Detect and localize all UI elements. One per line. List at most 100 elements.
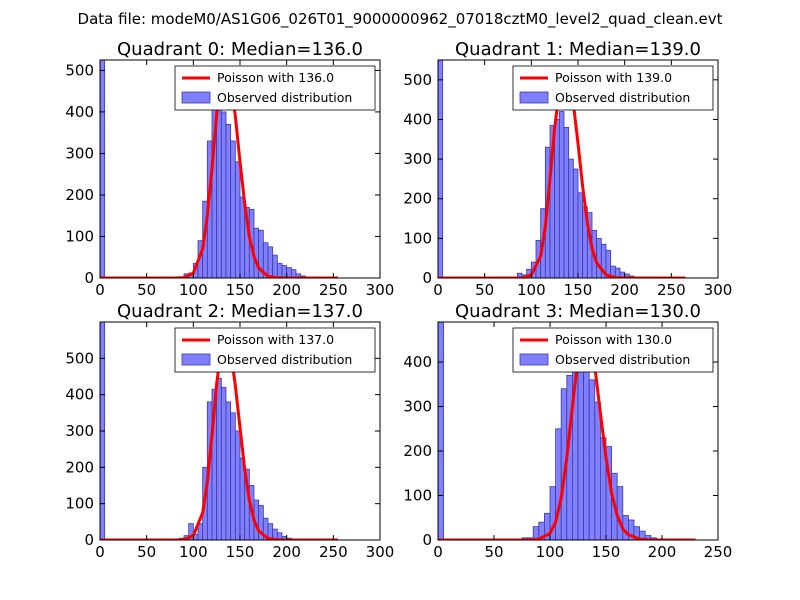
legend: Poisson with 139.0 Observed distribution [512,65,714,111]
y-tick-label: 200 [65,186,94,204]
x-tick-label: 100 [517,281,546,299]
x-tick-label: 200 [610,281,639,299]
legend-observed-swatch [519,91,549,104]
y-tick-label: 200 [65,458,94,476]
x-tick-label: 150 [226,543,255,561]
histogram-bar [577,192,584,278]
x-tick-label: 100 [179,281,208,299]
x-tick-label: 0 [95,543,105,561]
histogram-bar-zero-bin [438,322,444,540]
panel-title: Quadrant 2: Median=137.0 [117,301,363,322]
y-tick-label: 100 [403,487,432,505]
y-tick-label: 500 [403,71,432,89]
histogram-bar [216,103,222,278]
histogram-bar [568,158,574,278]
legend-observed-label: Observed distribution [217,352,352,367]
legend-poisson-label: Poisson with 139.0 [555,70,672,85]
legend-poisson-label: Poisson with 137.0 [217,332,334,347]
histogram-bar [554,119,560,278]
axes-frame [437,321,719,541]
y-tick-label: 100 [65,495,94,513]
y-tick-label: 300 [403,398,432,416]
x-tick-label: 200 [272,281,301,299]
histogram-bar [596,237,602,278]
x-tick-label: 150 [564,281,593,299]
legend-observed-swatch [181,353,211,366]
histogram-bar-zero-bin [438,60,444,278]
legend-observed-label: Observed distribution [217,90,352,105]
plot-area [438,60,686,278]
y-tick-label: 0 [422,269,432,287]
x-tick-label: 100 [536,543,565,561]
x-tick-label: 150 [226,281,255,299]
histogram-bar [230,412,236,540]
histogram-bar [281,265,288,278]
y-tick-label: 400 [403,353,432,371]
x-tick-label: 100 [179,543,208,561]
quadrant-1-panel: 0 50 100 150 200 250 300 0 100 200 300 400 500 Quadra… [403,39,732,299]
x-tick-label: 0 [433,281,443,299]
x-tick-label: 0 [95,281,105,299]
x-tick-label: 50 [137,281,156,299]
histogram-bar [572,168,579,278]
quadrant-3-panel: 0 50 100 150 200 250 0 100 200 300 400 Quadrant 3: … [403,301,732,561]
x-tick-label: 200 [272,543,301,561]
y-tick-label: 0 [84,531,94,549]
y-tick-label: 400 [403,110,432,128]
x-tick-label: 50 [137,543,156,561]
histogram-bar [276,263,283,278]
histogram-bar [594,401,601,540]
y-tick-label: 300 [65,422,94,440]
x-tick-label: 50 [475,281,494,299]
legend-observed-swatch [519,353,549,366]
legend: Poisson with 130.0 Observed distribution [512,327,714,373]
x-tick-label: 200 [648,543,677,561]
histogram-bar [216,377,222,540]
y-tick-label: 0 [84,269,94,287]
histogram-bar [563,126,570,278]
legend-poisson-label: Poisson with 130.0 [555,332,672,347]
panels-container: 0 50 100 150 200 250 3000100200300400500Quadra… [65,39,732,561]
x-tick-label: 0 [433,543,443,561]
x-tick-label: 250 [704,543,733,561]
x-tick-label: 250 [657,281,686,299]
histogram-bar [286,267,292,278]
legend-poisson-label: Poisson with 136.0 [217,70,334,85]
legend: Poisson with 137.0 Observed distribution [174,327,376,373]
panel-title: Quadrant 1: Median=139.0 [455,39,701,60]
y-tick-label: 400 [65,386,94,404]
legend: Poisson with 136.0 Observed distribution [174,65,376,111]
legend-observed-swatch [181,91,211,104]
quadrant-0-panel: 0 50 100 150 200 250 300 0 100 200 300 400 500 Quadra… [65,39,394,299]
legend-observed-label: Observed distribution [555,90,690,105]
y-tick-label: 0 [422,531,432,549]
y-tick-label: 100 [403,229,432,247]
histogram-bar [605,249,612,278]
y-tick-label: 300 [65,144,94,162]
histogram-bar [234,430,241,540]
histogram-bar [239,196,246,278]
x-tick-label: 150 [592,543,621,561]
quadrant-2-panel: 0 50 100 150 200 250 300 0 100 200 300 400 500 Quadra… [65,301,394,561]
x-tick-label: 300 [366,281,395,299]
histogram-bar [230,140,236,278]
panel-title: Quadrant 3: Median=130.0 [455,301,701,322]
y-tick-label: 200 [403,442,432,460]
plot-area [100,322,338,540]
histogram-bar-zero-bin [100,60,106,278]
y-tick-label: 200 [403,190,432,208]
x-tick-label: 300 [704,281,733,299]
y-tick-label: 500 [65,349,94,367]
histogram-bar [588,379,596,540]
x-tick-label: 50 [484,543,503,561]
histogram-bar [558,111,565,278]
histogram-bar [225,123,232,278]
x-tick-label: 250 [319,543,348,561]
histogram-bar [220,111,227,278]
y-tick-label: 500 [65,61,94,79]
y-tick-label: 400 [65,103,94,121]
histogram-bar [234,161,241,278]
legend-observed-label: Observed distribution [555,352,690,367]
histogram-bar [272,254,278,278]
